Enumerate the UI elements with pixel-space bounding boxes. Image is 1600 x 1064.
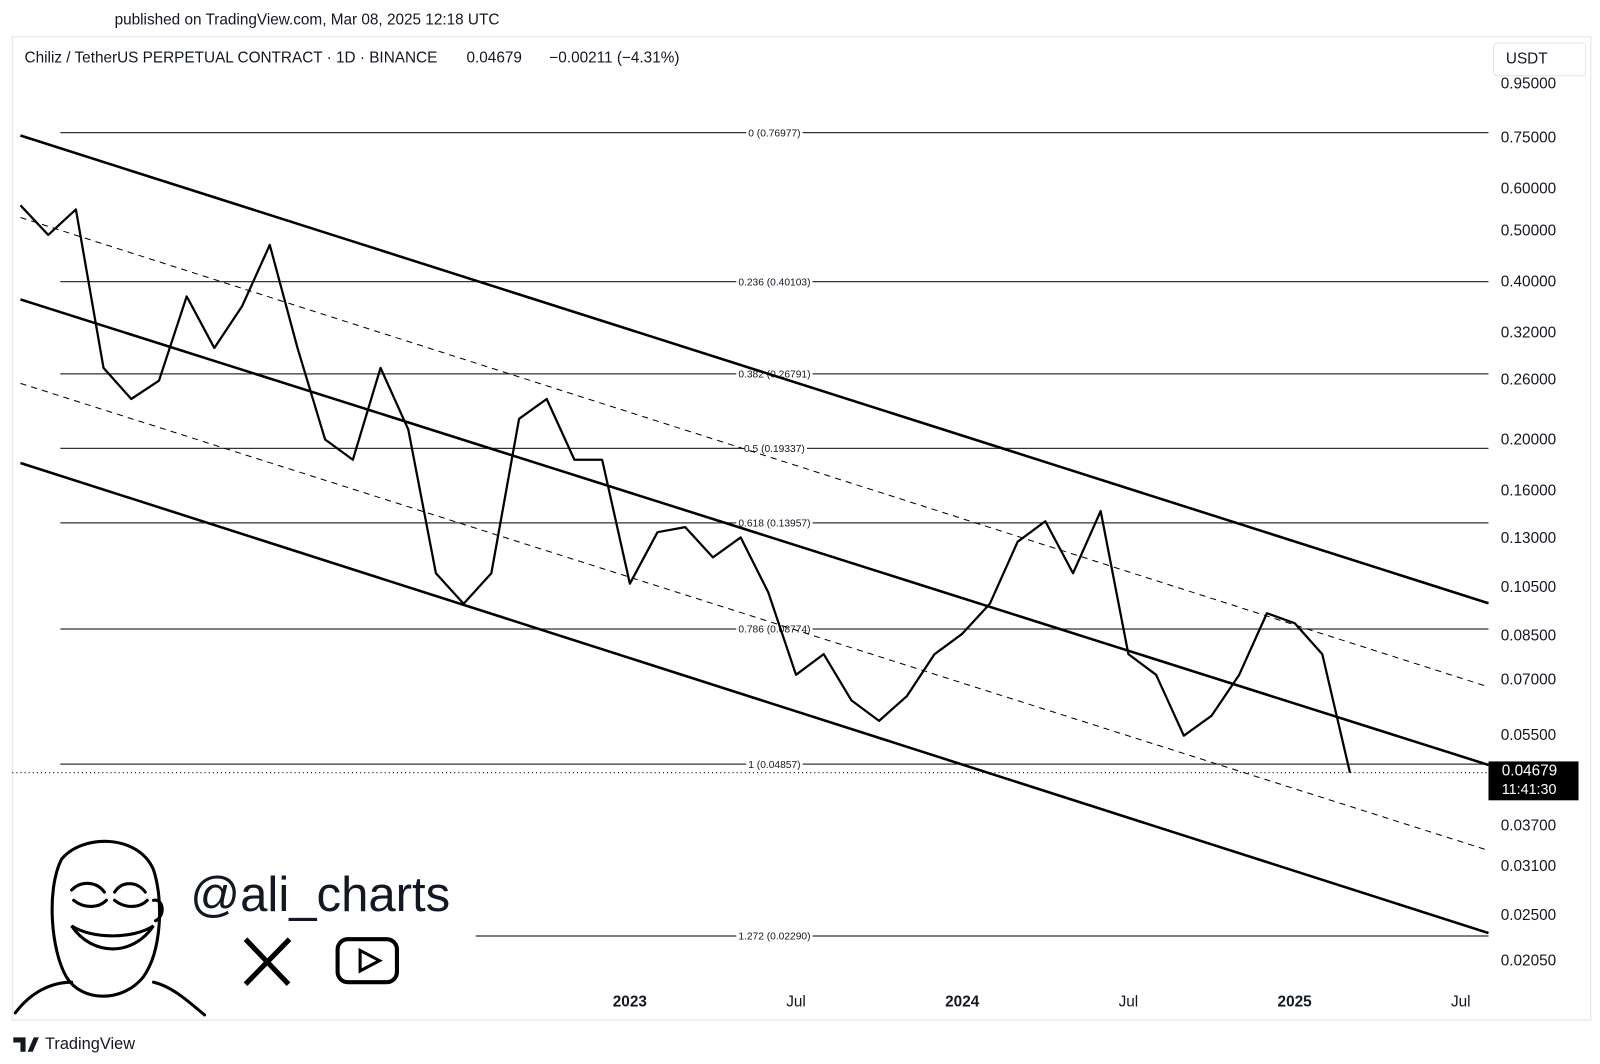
fib-label: 0.236 (0.40103) <box>738 277 810 288</box>
brand-logo <box>13 1037 39 1052</box>
plot-area: 0.95000 0.75000 0.60000 0.50000 0.40000 0.320… <box>12 76 1579 1011</box>
y-tick-label: 0.08500 <box>1501 627 1556 644</box>
fib-label-bg <box>741 444 807 456</box>
chart-frame <box>11 36 1592 1021</box>
x-tick-label: Jul <box>1119 994 1139 1011</box>
y-tick-label: 0.03100 <box>1501 858 1556 875</box>
last-price-label: 0.04679 <box>1502 763 1557 780</box>
y-tick-label: 0.13000 <box>1501 530 1556 547</box>
fib-label-bg <box>736 624 813 636</box>
fib-label-bg <box>746 128 803 140</box>
y-tick-label: 0.95000 <box>1501 76 1556 93</box>
fib-label: 0.786 (0.08774) <box>738 625 810 636</box>
y-tick-label: 0.02050 <box>1501 952 1556 969</box>
channel-line <box>20 216 1489 688</box>
fib-label: 1.272 (0.02290) <box>738 932 810 943</box>
x-tick-label: Jul <box>786 994 806 1011</box>
y-tick-label: 0.26000 <box>1501 372 1556 389</box>
channel-line <box>20 134 1489 605</box>
x-tick-label: Jul <box>1451 994 1471 1011</box>
fib-label: 0 (0.76977) <box>748 128 800 139</box>
y-tick-label: 0.10500 <box>1501 579 1556 596</box>
published-note: published on TradingView.com, Mar 08, 20… <box>115 12 500 29</box>
y-tick-label: 0.03700 <box>1501 817 1556 834</box>
y-tick-label: 0.16000 <box>1501 483 1556 500</box>
y-tick-label: 0.32000 <box>1501 324 1556 341</box>
y-tick-label: 0.02500 <box>1501 907 1556 924</box>
price-change: −0.00211 (−4.31%) <box>549 49 679 66</box>
y-tick-label: 0.60000 <box>1501 181 1556 198</box>
fib-label: 0.618 (0.13957) <box>738 519 810 530</box>
x-tick-label: 2023 <box>613 994 647 1011</box>
fib-label-bg <box>736 931 813 943</box>
watermark-handle: @ali_charts <box>190 868 450 922</box>
currency-box[interactable] <box>1493 42 1587 77</box>
brand: TradingView <box>45 1035 135 1053</box>
channel-line <box>20 298 1489 767</box>
x-icon[interactable] <box>243 937 292 986</box>
fib-label-bg <box>736 277 813 289</box>
x-tick-label: 2024 <box>945 994 980 1011</box>
price-line <box>19 204 1352 773</box>
last-price: 0.04679 <box>466 49 521 66</box>
y-tick-label: 0.07000 <box>1501 672 1556 689</box>
channel-line <box>20 461 1489 935</box>
fib-label: 0.5 (0.19337) <box>744 444 805 455</box>
countdown: 11:41:30 <box>1502 782 1557 798</box>
symbol-title: Chiliz / TetherUS PERPETUAL CONTRACT · 1… <box>25 49 438 66</box>
youtube-icon[interactable] <box>335 937 399 985</box>
fib-label-bg <box>736 518 813 530</box>
fib-label-bg <box>746 759 803 771</box>
y-tick-label: 0.40000 <box>1501 273 1556 290</box>
y-tick-label: 0.20000 <box>1501 432 1556 449</box>
y-tick-label: 0.50000 <box>1501 222 1556 239</box>
y-tick-label: 0.05500 <box>1501 727 1556 744</box>
currency[interactable]: USDT <box>1506 50 1548 67</box>
last-price-box <box>1488 761 1579 801</box>
channel-line <box>20 382 1489 851</box>
y-tick-label: 0.75000 <box>1501 130 1556 147</box>
avatar <box>13 839 207 1017</box>
fib-label: 1 (0.04857) <box>748 760 800 771</box>
x-tick-label: 2025 <box>1278 994 1313 1011</box>
